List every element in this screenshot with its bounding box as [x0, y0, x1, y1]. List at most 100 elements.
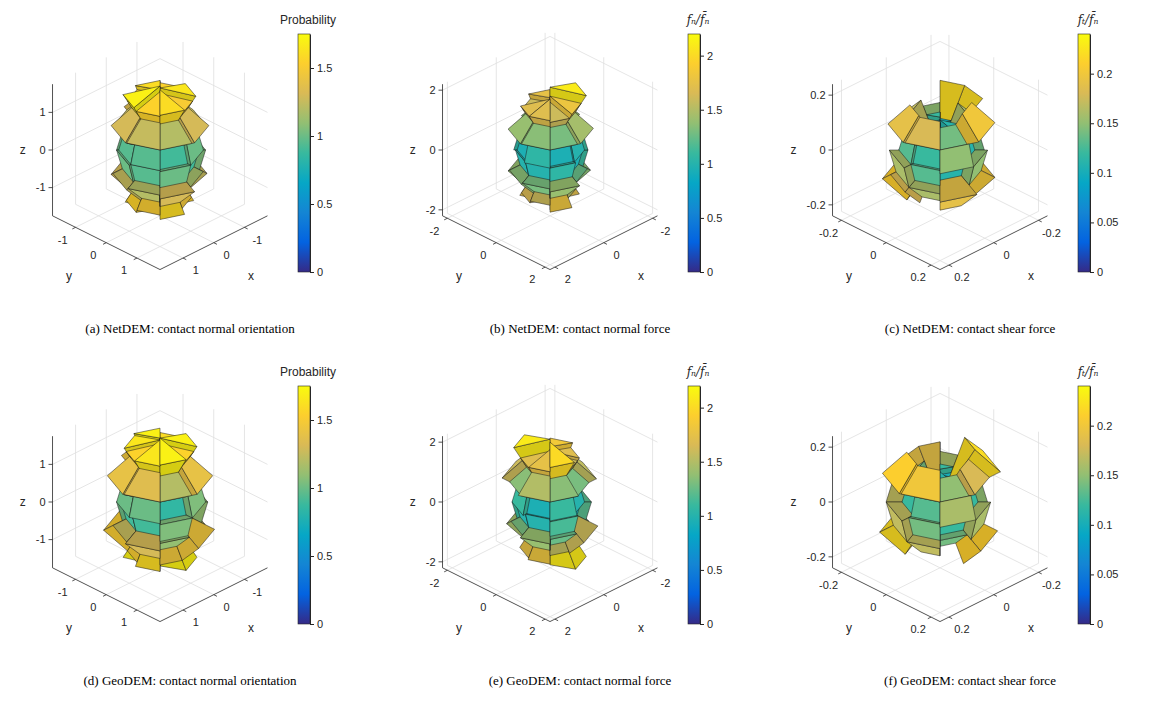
rose-bars [508, 83, 593, 212]
z-tick-label: 0 [39, 496, 45, 508]
rose-bar-face [940, 144, 974, 174]
x-tick-label: 2 [565, 273, 571, 285]
x-axis-title: x [1028, 621, 1034, 635]
colorbar-tick-label: 0 [707, 618, 713, 630]
y-tick-label: -1 [58, 586, 68, 598]
z-tick-label: -1 [36, 181, 46, 193]
x-tick-label: 0 [224, 249, 230, 261]
colorbar-tick-label: 2 [707, 50, 713, 62]
colorbar-tick-label: 0.5 [317, 550, 332, 562]
z-axis-title: z [410, 143, 416, 157]
tick-labels: -101-101-101 [36, 106, 262, 276]
axes [49, 84, 268, 269]
z-axis-title: z [410, 495, 416, 509]
z-axis-title: z [791, 143, 797, 157]
rose-bars [111, 81, 209, 220]
z-tick [49, 539, 53, 540]
colorbar [1078, 386, 1090, 624]
x-tick-label: 0 [224, 601, 230, 613]
x-tick [183, 610, 186, 612]
colorbar-tick: 0 [1090, 618, 1103, 630]
z-tick-label: 1 [39, 106, 45, 118]
colorbar [298, 386, 310, 624]
y-axis-title: y [846, 269, 852, 283]
x-tick [183, 258, 186, 260]
colorbar-tick-mark [1090, 123, 1094, 124]
rose-bar-face [940, 464, 953, 469]
y-axis-line [53, 216, 160, 270]
axes [829, 436, 1048, 621]
y-tick [928, 617, 931, 619]
rose-bar-face [160, 90, 185, 115]
colorbar-title: Probability [280, 13, 336, 27]
x-tick [653, 218, 656, 220]
rose-bar-face [529, 99, 550, 120]
z-tick [829, 447, 833, 448]
grid [53, 42, 268, 258]
colorbar-tick: 0 [700, 618, 713, 630]
rose-bar-face [160, 438, 186, 465]
colorbar-tick-mark [1090, 525, 1094, 526]
colorbar-tick: 0.05 [1090, 216, 1118, 228]
x-tick-label: 2 [565, 625, 571, 637]
rose-bar-face [905, 117, 940, 150]
z-tick-label: 0 [429, 496, 435, 508]
x-tick-label: 0.2 [954, 623, 969, 635]
axes [829, 84, 1048, 269]
x-tick-label: -0.2 [1042, 227, 1061, 239]
y-tick [493, 595, 496, 597]
colorbar-tick-mark [700, 218, 704, 219]
colorbar-tick-label: 1 [317, 482, 323, 494]
colorbar-tick-label: 0 [1097, 618, 1103, 630]
colorbar-axis-line [310, 387, 311, 625]
rose-bar-face [160, 472, 192, 502]
figure-svg: -101-101-101xyz00.511.5Probability(a) Ne… [0, 0, 1170, 704]
rose-bar-face [160, 120, 192, 150]
x-axis-title: x [638, 621, 644, 635]
grid-line [550, 96, 657, 150]
y-tick-label: -2 [430, 225, 440, 237]
rose-bar-face [529, 450, 550, 472]
z-tick-label: -0.2 [807, 199, 826, 211]
rose-bar-face [962, 103, 994, 142]
y-axis-title: y [846, 621, 852, 635]
x-tick [555, 619, 558, 621]
colorbar-tick-label: 1.5 [707, 456, 722, 468]
colorbar-tick-mark [310, 420, 314, 421]
colorbar-axis-line [700, 35, 701, 273]
grid-line [940, 393, 1047, 447]
z-axis-title: z [20, 495, 26, 509]
z-tick-label: -1 [36, 533, 46, 545]
x-axis-line [940, 568, 1047, 622]
colorbar-tick-mark [700, 516, 704, 517]
colorbar-tick-label: 1 [707, 510, 713, 522]
x-tick [214, 243, 217, 245]
z-tick [49, 464, 53, 465]
panel-caption: (f) GeoDEM: contact shear force [884, 673, 1056, 688]
colorbar-tick-label: 0.5 [707, 564, 722, 576]
y-tick [493, 243, 496, 245]
colorbar-tick-label: 0.05 [1097, 568, 1118, 580]
rose-bars [882, 80, 994, 210]
colorbar-tick-label: 1.5 [707, 104, 722, 116]
x-axis-line [550, 216, 657, 270]
rose-bar-face [550, 442, 574, 467]
rose-bar-face [550, 124, 578, 150]
grid-line [550, 36, 657, 90]
y-tick [103, 595, 106, 597]
x-axis-line [160, 568, 267, 622]
rose-bar-face [550, 83, 586, 96]
colorbar-tick-label: 0 [317, 266, 323, 278]
colorbar-tick-mark [700, 624, 704, 625]
colorbar-tick: 1.5 [310, 414, 332, 426]
x-tick-label: 1 [193, 616, 199, 628]
colorbar-tick: 0.2 [1090, 68, 1112, 80]
colorbar-tick-label: 1.5 [317, 414, 332, 426]
colorbar-axis: 00.511.52 [700, 35, 722, 279]
colorbar-tick: 0.5 [310, 198, 332, 210]
y-tick [838, 220, 841, 222]
x-tick-label: 0 [614, 601, 620, 613]
panel-caption: (d) GeoDEM: contact normal orientation [84, 673, 297, 688]
colorbar-tick-label: 1.5 [317, 62, 332, 74]
grid-line [160, 411, 267, 465]
